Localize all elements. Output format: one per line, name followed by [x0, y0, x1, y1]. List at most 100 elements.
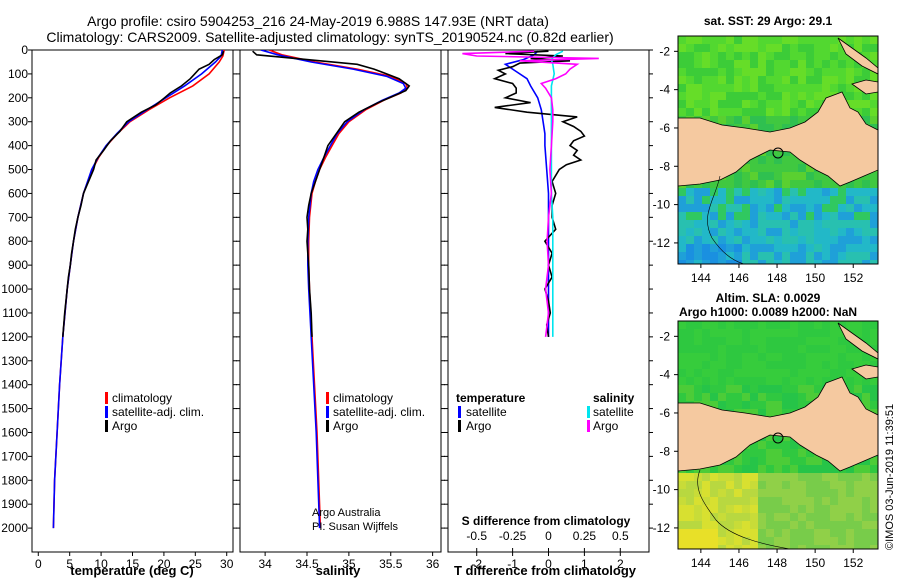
sst-cell [734, 100, 742, 108]
sst-cell [870, 188, 878, 196]
sst-cell [814, 100, 822, 108]
sst-cell [774, 156, 782, 164]
sla-cell [710, 489, 718, 497]
sst-cell [814, 76, 822, 84]
sst-cell [830, 44, 838, 52]
sla-cell [750, 473, 758, 481]
sla-cell [782, 529, 790, 537]
sla-cell [862, 521, 870, 529]
sla-cell [750, 353, 758, 361]
sla-cell [774, 433, 782, 441]
sla-cell [774, 537, 782, 545]
sst-cell [830, 84, 838, 92]
sst-cell [718, 196, 726, 204]
sla-cell [758, 361, 766, 369]
sst-cell [774, 68, 782, 76]
sst-map-field [678, 36, 878, 264]
sla-cell [758, 537, 766, 545]
sst-cell [742, 180, 750, 188]
sla-cell [678, 545, 686, 549]
sla-cell [862, 489, 870, 497]
sst-cell [822, 196, 830, 204]
sla-cell [766, 537, 774, 545]
sla-cell [798, 489, 806, 497]
sst-cell [710, 108, 718, 116]
sst-cell [710, 60, 718, 68]
sla-cell [742, 521, 750, 529]
sst-cell [846, 212, 854, 220]
sla-cell [790, 441, 798, 449]
sst-cell [854, 180, 862, 188]
sst-cell [870, 44, 878, 52]
sst-cell [686, 204, 694, 212]
sst-cell [750, 60, 758, 68]
sst-cell [862, 68, 870, 76]
y-tick-label: 1200 [1, 330, 28, 344]
y-tick-label: 200 [8, 91, 28, 105]
sst-cell [702, 252, 710, 260]
sla-cell [854, 489, 862, 497]
sst-cell [742, 236, 750, 244]
sla-cell [718, 329, 726, 337]
sst-cell [726, 172, 734, 180]
sla-cell [742, 401, 750, 409]
sst-cell [798, 52, 806, 60]
sla-cell [710, 337, 718, 345]
s-diff-tick-label: 0.25 [573, 529, 597, 543]
sla-cell [758, 489, 766, 497]
argo-float-marker [772, 147, 784, 159]
sst-cell [726, 260, 734, 264]
sst-cell [726, 108, 734, 116]
sst-cell [702, 180, 710, 188]
sla-cell [686, 377, 694, 385]
sla-cell [718, 377, 726, 385]
sla-cell [678, 513, 686, 521]
sla-cell [758, 513, 766, 521]
sst-cell [718, 228, 726, 236]
sst-cell [790, 100, 798, 108]
sst-cell [702, 196, 710, 204]
sst-cell [678, 260, 686, 264]
sst-contour [707, 175, 745, 264]
sla-cell [782, 369, 790, 377]
sst-cell [854, 68, 862, 76]
sla-cell [870, 473, 878, 481]
sla-cell [742, 393, 750, 401]
sla-cell [742, 505, 750, 513]
sla-cell [718, 369, 726, 377]
sst-cell [718, 212, 726, 220]
sla-cell [854, 321, 862, 329]
sst-cell [758, 220, 766, 228]
sla-cell [686, 329, 694, 337]
sla-cell [830, 465, 838, 473]
sst-cell [742, 116, 750, 124]
sla-cell [758, 393, 766, 401]
sst-cell [790, 260, 798, 264]
sla-cell [870, 489, 878, 497]
salinity-legend: climatology satellite-adj. clim. Argo [326, 391, 425, 433]
sla-cell [838, 489, 846, 497]
sst-cell [734, 252, 742, 260]
sla-cell [766, 337, 774, 345]
sla-cell [782, 441, 790, 449]
sla-cell [726, 401, 734, 409]
sst-cell [838, 76, 846, 84]
sla-cell [710, 529, 718, 537]
sla-cell [734, 321, 742, 329]
sst-cell [798, 60, 806, 68]
sst-cell [758, 252, 766, 260]
sst-cell [774, 36, 782, 44]
sst-cell [870, 244, 878, 252]
sla-cell [870, 505, 878, 513]
map-y-tick-label: -12 [653, 236, 671, 250]
sst-cell [734, 36, 742, 44]
s-diff-tick-label: 0 [545, 529, 552, 543]
sla-cell [686, 537, 694, 545]
sla-cell [822, 513, 830, 521]
sst-cell [734, 244, 742, 252]
sla-cell [758, 401, 766, 409]
legend-label-s-satellite: satellite [593, 405, 634, 419]
sst-cell [774, 164, 782, 172]
sst-cell [854, 220, 862, 228]
y-tick-label: 1700 [1, 449, 28, 463]
